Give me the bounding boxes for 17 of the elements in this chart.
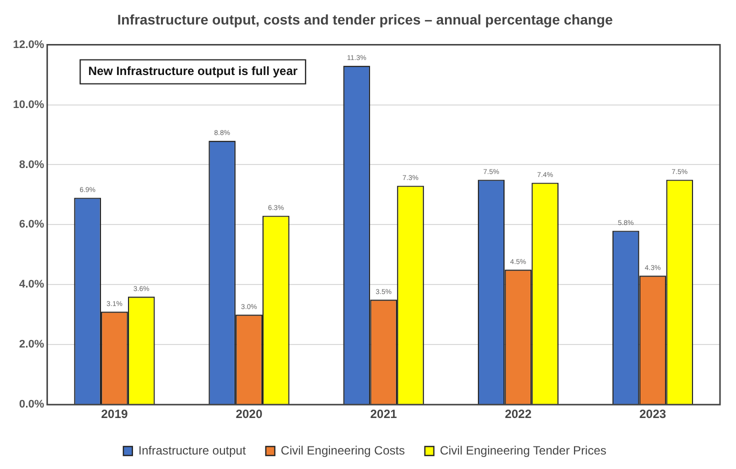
x-tick-label: 2021 xyxy=(370,407,398,422)
x-tick-label: 2023 xyxy=(639,407,666,422)
legend-label: Civil Engineering Tender Prices xyxy=(440,443,606,458)
chart-title: Infrastructure output, costs and tender prices – annual percentage change xyxy=(117,11,613,28)
y-tick-label: 4.0% xyxy=(19,278,44,291)
x-tick-label: 2022 xyxy=(504,407,532,422)
x-tick-label: 2019 xyxy=(101,407,128,422)
y-tick-label: 2.0% xyxy=(19,338,44,351)
y-tick-label: 0.0% xyxy=(19,398,44,411)
x-tick-label: 2020 xyxy=(236,407,263,422)
legend-label: Civil Engineering Costs xyxy=(280,443,405,458)
annotation: New Infrastructure output is full year xyxy=(88,64,298,78)
legend-label: Infrastructure output xyxy=(138,443,246,458)
y-tick-label: 12.0% xyxy=(12,38,44,51)
y-tick-label: 10.0% xyxy=(12,98,44,111)
y-tick-label: 8.0% xyxy=(19,158,44,171)
y-tick-label: 6.0% xyxy=(19,218,44,231)
